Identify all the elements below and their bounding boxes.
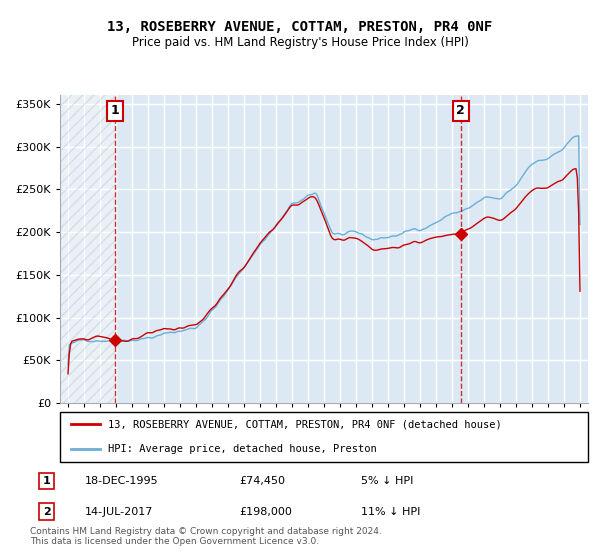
- Text: Contains HM Land Registry data © Crown copyright and database right 2024.
This d: Contains HM Land Registry data © Crown c…: [30, 526, 382, 546]
- Bar: [60, 95, 115, 403]
- Text: 2: 2: [456, 104, 465, 118]
- Text: 18-DEC-1995: 18-DEC-1995: [85, 476, 159, 486]
- Text: HPI: Average price, detached house, Preston: HPI: Average price, detached house, Pres…: [107, 445, 376, 454]
- Text: 13, ROSEBERRY AVENUE, COTTAM, PRESTON, PR4 0NF (detached house): 13, ROSEBERRY AVENUE, COTTAM, PRESTON, P…: [107, 419, 501, 429]
- Text: 1: 1: [43, 476, 50, 486]
- Text: 14-JUL-2017: 14-JUL-2017: [85, 507, 154, 517]
- Text: Price paid vs. HM Land Registry's House Price Index (HPI): Price paid vs. HM Land Registry's House …: [131, 36, 469, 49]
- Text: £74,450: £74,450: [240, 476, 286, 486]
- Text: 13, ROSEBERRY AVENUE, COTTAM, PRESTON, PR4 0NF: 13, ROSEBERRY AVENUE, COTTAM, PRESTON, P…: [107, 20, 493, 34]
- Text: £198,000: £198,000: [240, 507, 293, 517]
- FancyBboxPatch shape: [60, 412, 588, 462]
- Text: 2: 2: [43, 507, 50, 517]
- Text: 1: 1: [111, 104, 120, 118]
- Text: 11% ↓ HPI: 11% ↓ HPI: [361, 507, 421, 517]
- Text: 5% ↓ HPI: 5% ↓ HPI: [361, 476, 413, 486]
